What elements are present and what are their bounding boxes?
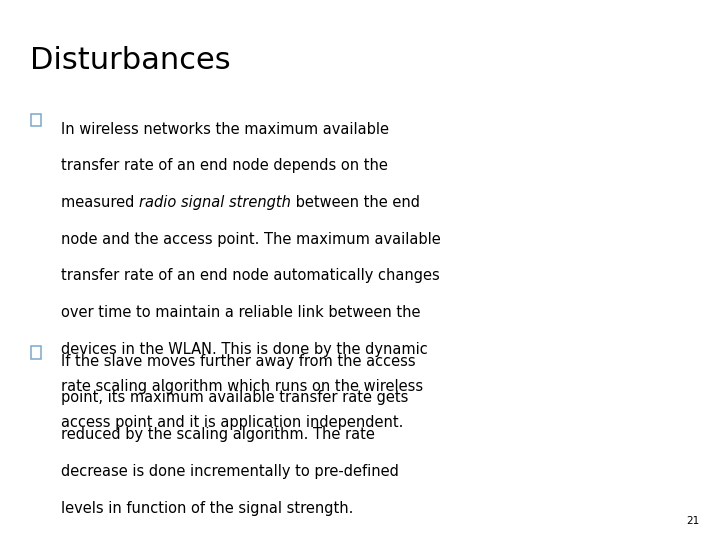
Text: radio signal strength: radio signal strength: [139, 195, 291, 210]
Text: devices in the WLAN. This is done by the dynamic: devices in the WLAN. This is done by the…: [61, 342, 428, 357]
Text: 21: 21: [687, 516, 700, 526]
Bar: [31, 114, 41, 126]
Text: over time to maintain a reliable link between the: over time to maintain a reliable link be…: [61, 305, 420, 320]
Text: Disturbances: Disturbances: [30, 46, 231, 75]
Text: rate scaling algorithm which runs on the wireless: rate scaling algorithm which runs on the…: [61, 379, 423, 394]
Text: If the slave moves further away from the access: If the slave moves further away from the…: [61, 354, 416, 369]
Text: point, its maximum available transfer rate gets: point, its maximum available transfer ra…: [61, 390, 408, 406]
Text: access point and it is application independent.: access point and it is application indep…: [61, 415, 404, 430]
Text: reduced by the scaling algorithm. The rate: reduced by the scaling algorithm. The ra…: [61, 427, 375, 442]
Text: transfer rate of an end node depends on the: transfer rate of an end node depends on …: [61, 158, 388, 173]
Text: transfer rate of an end node automatically changes: transfer rate of an end node automatical…: [61, 268, 440, 284]
Text: decrease is done incrementally to pre-defined: decrease is done incrementally to pre-de…: [61, 464, 399, 479]
Text: measured: measured: [61, 195, 139, 210]
Bar: [31, 347, 41, 359]
Text: levels in function of the signal strength.: levels in function of the signal strengt…: [61, 501, 354, 516]
Text: node and the access point. The maximum available: node and the access point. The maximum a…: [61, 232, 441, 247]
Text: In wireless networks the maximum available: In wireless networks the maximum availab…: [61, 122, 390, 137]
Text: between the end: between the end: [291, 195, 420, 210]
